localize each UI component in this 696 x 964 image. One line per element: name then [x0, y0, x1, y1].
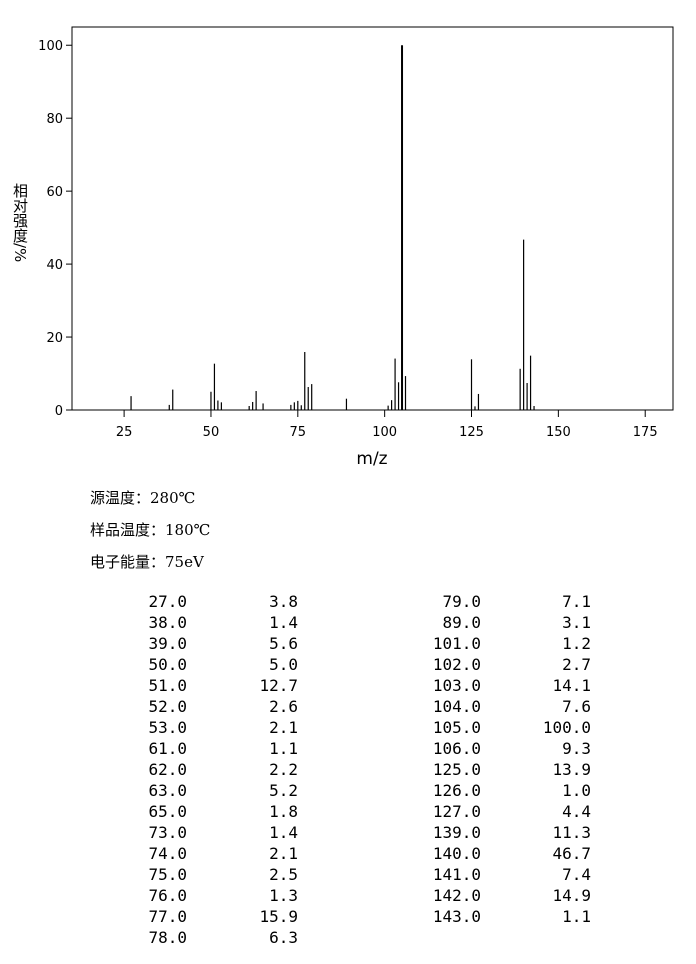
condition: 源温度：280℃ [90, 489, 196, 507]
mz-cell: 75.0 [148, 865, 187, 884]
mz-cell: 139.0 [432, 823, 481, 842]
intensity-cell: 14.1 [552, 676, 591, 695]
x-tick-label: 150 [546, 425, 571, 440]
intensity-cell: 1.4 [269, 823, 298, 842]
y-tick-label: 80 [46, 112, 63, 127]
y-tick-label: 20 [46, 331, 63, 346]
intensity-cell: 15.9 [259, 907, 298, 926]
intensity-cell: 12.7 [259, 676, 298, 695]
mz-cell: 76.0 [148, 886, 187, 905]
x-axis-label: m/z [356, 449, 387, 469]
mz-cell: 89.0 [442, 613, 481, 632]
intensity-cell: 9.3 [562, 739, 591, 758]
intensity-cell: 2.1 [269, 718, 298, 737]
mz-cell: 39.0 [148, 634, 187, 653]
mz-cell: 73.0 [148, 823, 187, 842]
intensity-cell: 6.3 [269, 928, 298, 947]
intensity-cell: 1.2 [562, 634, 591, 653]
y-tick-label: 100 [38, 39, 63, 54]
condition: 电子能量：75eV [90, 553, 204, 571]
mz-cell: 63.0 [148, 781, 187, 800]
mz-cell: 106.0 [432, 739, 481, 758]
intensity-cell: 2.1 [269, 844, 298, 863]
mz-cell: 105.0 [432, 718, 481, 737]
mz-cell: 61.0 [148, 739, 187, 758]
mz-cell: 102.0 [432, 655, 481, 674]
mz-cell: 140.0 [432, 844, 481, 863]
intensity-cell: 1.8 [269, 802, 298, 821]
intensity-cell: 2.7 [562, 655, 591, 674]
x-tick-label: 175 [633, 425, 658, 440]
mz-cell: 142.0 [432, 886, 481, 905]
intensity-cell: 1.3 [269, 886, 298, 905]
mz-cell: 143.0 [432, 907, 481, 926]
mz-cell: 74.0 [148, 844, 187, 863]
mz-cell: 78.0 [148, 928, 187, 947]
y-tick-label: 60 [46, 185, 63, 200]
y-tick-label: 40 [46, 258, 63, 273]
mz-cell: 51.0 [148, 676, 187, 695]
condition: 样品温度：180℃ [90, 521, 211, 539]
x-tick-label: 50 [203, 425, 220, 440]
intensity-cell: 11.3 [552, 823, 591, 842]
mz-cell: 125.0 [432, 760, 481, 779]
intensity-cell: 14.9 [552, 886, 591, 905]
y-axis-label: 相对强度/% [11, 183, 29, 263]
mz-cell: 79.0 [442, 592, 481, 611]
mz-cell: 101.0 [432, 634, 481, 653]
mz-cell: 38.0 [148, 613, 187, 632]
intensity-cell: 13.9 [552, 760, 591, 779]
intensity-cell: 2.2 [269, 760, 298, 779]
x-tick-label: 25 [116, 425, 133, 440]
intensity-cell: 7.6 [562, 697, 591, 716]
intensity-cell: 5.0 [269, 655, 298, 674]
intensity-cell: 1.1 [269, 739, 298, 758]
intensity-cell: 3.8 [269, 592, 298, 611]
x-tick-label: 100 [372, 425, 397, 440]
y-tick-label: 0 [55, 404, 63, 419]
mz-cell: 104.0 [432, 697, 481, 716]
plot-frame [71, 26, 674, 411]
intensity-cell: 3.1 [562, 613, 591, 632]
intensity-cell: 2.5 [269, 865, 298, 884]
intensity-cell: 1.4 [269, 613, 298, 632]
x-tick-label: 125 [459, 425, 484, 440]
x-tick-label: 75 [290, 425, 307, 440]
mz-cell: 127.0 [432, 802, 481, 821]
mz-cell: 50.0 [148, 655, 187, 674]
intensity-cell: 7.1 [562, 592, 591, 611]
chart: m/z 0 20 40 60 80 100 25 50 75 100 125 150 175 [38, 26, 674, 469]
intensity-cell: 2.6 [269, 697, 298, 716]
intensity-cell: 5.2 [269, 781, 298, 800]
mz-cell: 53.0 [148, 718, 187, 737]
intensity-cell: 5.6 [269, 634, 298, 653]
intensity-cell: 46.7 [552, 844, 591, 863]
intensity-cell: 100.0 [542, 718, 591, 737]
mz-cell: 77.0 [148, 907, 187, 926]
intensity-cell: 1.1 [562, 907, 591, 926]
mz-cell: 27.0 [148, 592, 187, 611]
intensity-cell: 1.0 [562, 781, 591, 800]
mz-cell: 103.0 [432, 676, 481, 695]
intensity-cell: 7.4 [562, 865, 591, 884]
mz-cell: 126.0 [432, 781, 481, 800]
mz-cell: 52.0 [148, 697, 187, 716]
mz-cell: 141.0 [432, 865, 481, 884]
intensity-cell: 4.4 [562, 802, 591, 821]
mz-cell: 65.0 [148, 802, 187, 821]
mz-cell: 62.0 [148, 760, 187, 779]
